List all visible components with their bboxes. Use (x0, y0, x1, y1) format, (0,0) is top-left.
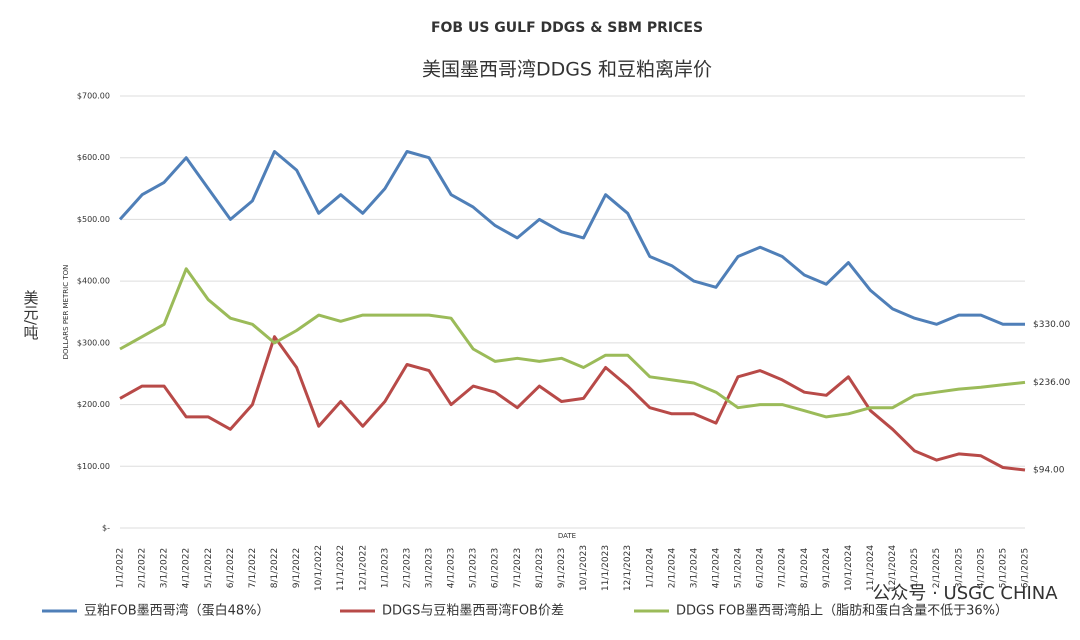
x-tick-label: 4/1/2023 (447, 548, 457, 588)
watermark: 公众号 · USGC CHINA (872, 583, 1058, 604)
x-tick-label: 5/1/2024 (734, 548, 744, 589)
x-tick-label: 2/1/2024 (667, 548, 677, 589)
x-tick-label: 8/1/2024 (800, 548, 810, 589)
x-tick-label: 11/1/2023 (601, 545, 611, 591)
x-tick-label: 10/1/2022 (314, 545, 324, 591)
x-tick-label: 5/1/2025 (998, 548, 1008, 588)
x-tick-label: 1/1/2024 (645, 548, 655, 589)
x-tick-label: 3/1/2025 (954, 548, 964, 588)
x-tick-label: 5/1/2023 (469, 548, 479, 588)
x-tick-label: 7/1/2024 (778, 548, 788, 589)
end-label: $236.00 (1033, 378, 1070, 388)
series-line (119, 267, 1026, 419)
x-tick-label: 1/1/2025 (910, 548, 920, 588)
x-tick-label: 10/1/2024 (844, 545, 854, 591)
x-tick-label: 4/1/2022 (182, 548, 192, 588)
series-line (118, 150, 1025, 326)
y-tick-label: $600.00 (77, 153, 110, 162)
x-tick-label: 8/1/2022 (270, 548, 280, 588)
legend-label: DDGS与豆粕墨西哥湾FOB价差 (382, 603, 564, 619)
x-tick-label: 7/1/2022 (248, 548, 258, 588)
x-tick-label: 8/1/2023 (535, 548, 545, 588)
legend-label: DDGS FOB墨西哥湾船上（脂肪和蛋白含量不低于36%） (676, 603, 1008, 619)
y-tick-label: $200.00 (77, 400, 110, 409)
x-tick-label: 12/1/2022 (358, 545, 368, 591)
x-tick-label: 3/1/2022 (160, 548, 170, 588)
x-tick-label: 6/1/2025 (1021, 548, 1031, 588)
x-tick-label: 9/1/2022 (292, 548, 302, 588)
y-tick-label: $500.00 (77, 215, 110, 224)
x-tick-label: 9/1/2024 (822, 548, 832, 589)
x-tick-label: 9/1/2023 (557, 548, 567, 588)
x-tick-label: 7/1/2023 (513, 548, 523, 588)
y-tick-label: $400.00 (77, 277, 110, 286)
x-tick-label: 5/1/2022 (204, 548, 214, 588)
y-unit-label: 美元/吨 (22, 290, 40, 340)
x-tick-label: 12/1/2023 (623, 545, 633, 591)
x-tick-label: 6/1/2022 (226, 548, 236, 588)
x-tick-label: 3/1/2024 (689, 548, 699, 589)
x-tick-label: 4/1/2025 (976, 548, 986, 588)
x-tick-label: 2/1/2025 (932, 548, 942, 588)
x-tick-label: 10/1/2023 (579, 545, 589, 591)
x-tick-label: 11/1/2022 (336, 545, 346, 591)
x-tick-label: 3/1/2023 (425, 548, 435, 588)
x-tick-label: 2/1/2023 (402, 548, 412, 588)
y-axis-label: DOLLARS PER METRIC TON (62, 265, 70, 360)
x-tick-label: 11/1/2024 (866, 545, 876, 591)
end-label: $330.00 (1033, 320, 1070, 330)
x-tick-label: 6/1/2023 (491, 548, 501, 588)
x-tick-label: 1/1/2022 (116, 548, 126, 588)
series-line (119, 335, 1026, 472)
legend-label: 豆粕FOB墨西哥湾（蛋白48%） (84, 603, 270, 619)
chart-title: FOB US GULF DDGS & SBM PRICES (431, 20, 703, 36)
y-tick-label: $- (102, 524, 110, 533)
y-tick-label: $700.00 (77, 92, 110, 101)
x-tick-label: 1/1/2023 (380, 548, 390, 588)
y-tick-label: $100.00 (77, 462, 110, 471)
x-tick-label: 2/1/2022 (138, 548, 148, 588)
x-tick-label: 6/1/2024 (756, 548, 766, 589)
chart-subtitle: 美国墨西哥湾DDGS 和豆粕离岸价 (422, 59, 712, 81)
y-tick-label: $300.00 (77, 338, 110, 347)
x-tick-label: 12/1/2024 (888, 545, 898, 591)
x-axis-label: DATE (558, 532, 576, 540)
x-tick-label: 4/1/2024 (711, 548, 721, 589)
end-label: $94.00 (1033, 465, 1065, 475)
